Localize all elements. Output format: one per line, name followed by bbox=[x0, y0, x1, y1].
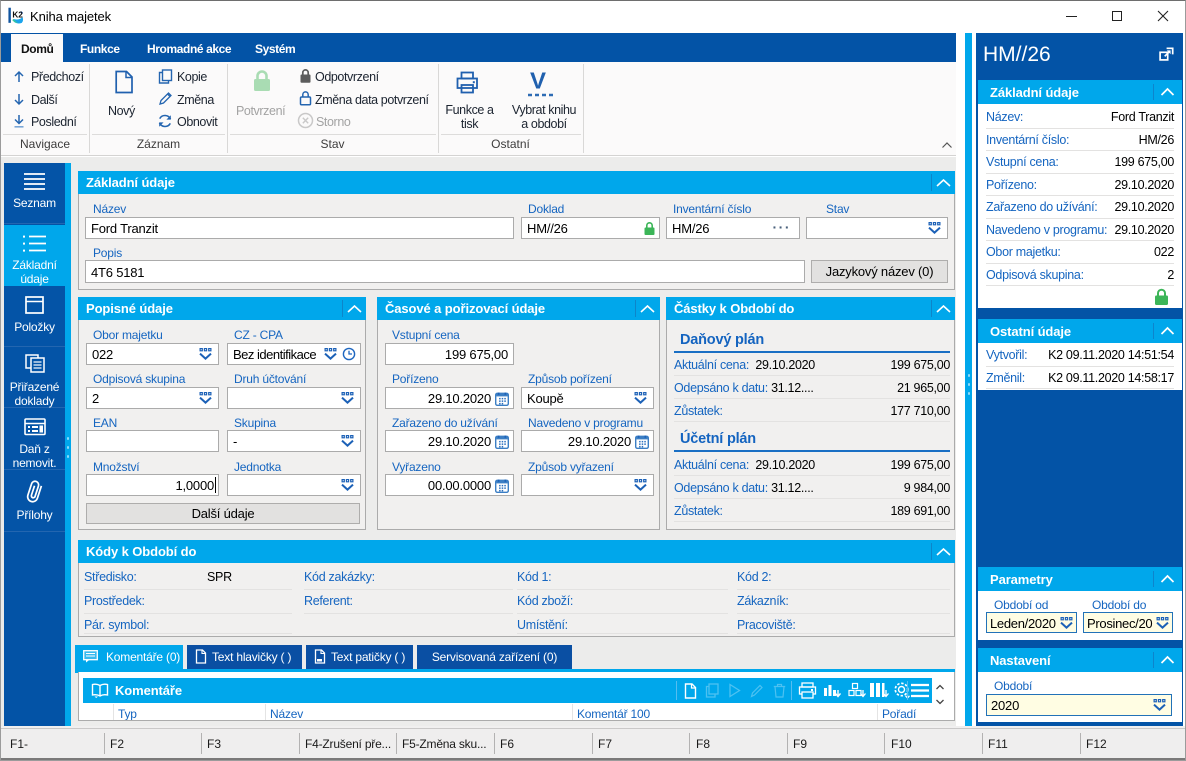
svg-text:K2: K2 bbox=[12, 11, 23, 20]
